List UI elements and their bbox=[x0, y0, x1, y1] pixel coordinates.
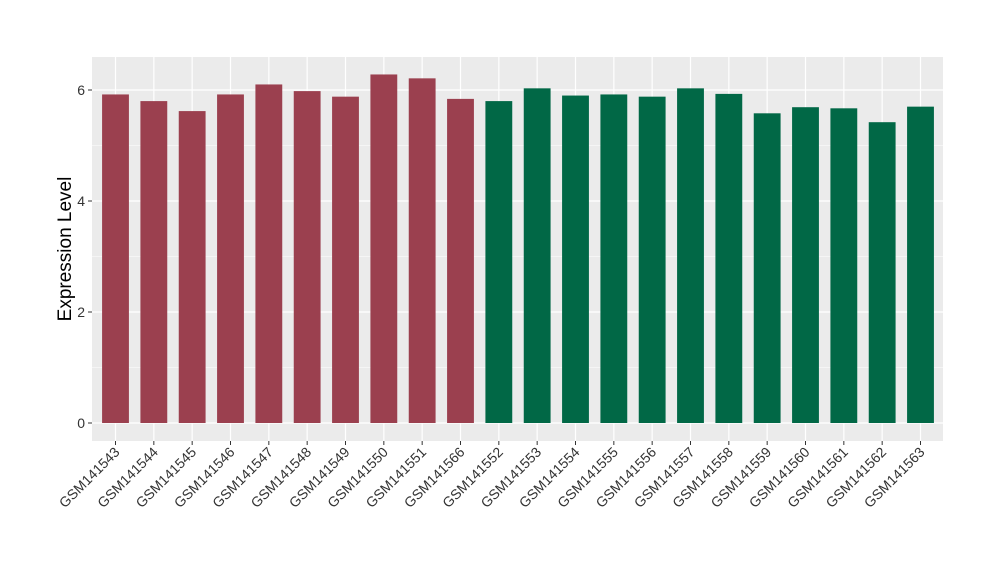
y-axis-title: Expression Level bbox=[55, 177, 76, 322]
bar bbox=[140, 101, 168, 423]
bar bbox=[562, 95, 589, 424]
bar bbox=[217, 94, 244, 423]
bar bbox=[907, 106, 934, 424]
bar bbox=[868, 122, 896, 423]
bar bbox=[447, 98, 474, 423]
y-axis: 0 2 4 6 bbox=[77, 82, 92, 431]
x-axis: GSM141543GSM141544GSM141545GSM141546GSM1… bbox=[56, 441, 928, 511]
bar-series bbox=[102, 74, 934, 424]
bar bbox=[600, 94, 628, 423]
y-tick-label: 2 bbox=[77, 304, 85, 320]
bar bbox=[332, 96, 359, 423]
y-tick-label: 0 bbox=[77, 415, 85, 431]
bar bbox=[102, 94, 129, 423]
bar bbox=[830, 108, 858, 423]
bar bbox=[485, 101, 513, 423]
bar bbox=[638, 96, 666, 423]
y-tick-label: 6 bbox=[77, 82, 85, 98]
bar bbox=[523, 88, 551, 424]
bar bbox=[255, 84, 283, 423]
bar bbox=[370, 74, 398, 424]
bar bbox=[715, 93, 743, 423]
y-tick-label: 4 bbox=[77, 193, 85, 209]
bar bbox=[178, 111, 206, 423]
bar bbox=[792, 107, 819, 423]
bar bbox=[408, 78, 436, 423]
bar bbox=[753, 113, 781, 423]
bar bbox=[293, 91, 321, 424]
bar bbox=[677, 88, 704, 424]
